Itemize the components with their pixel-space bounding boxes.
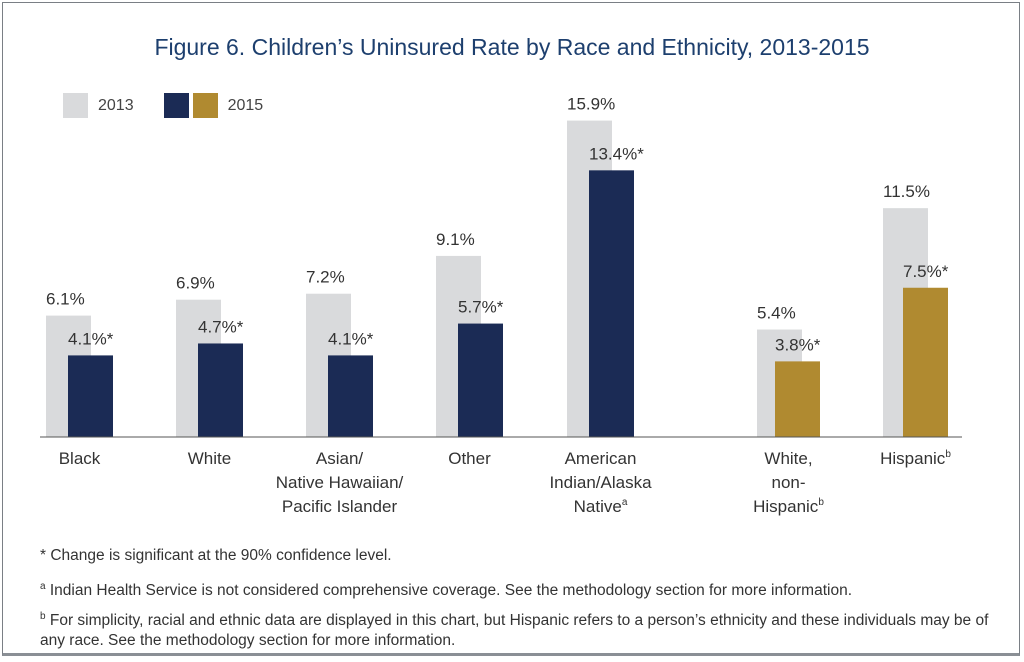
bar-2015: [775, 361, 820, 437]
data-label-2013: 11.5%: [883, 182, 930, 201]
chart-title: Figure 6. Children’s Uninsured Rate by R…: [154, 34, 870, 60]
category-label: non-: [771, 473, 805, 492]
category-label: Native Hawaiian/: [276, 473, 404, 492]
bar-2015: [589, 170, 634, 437]
data-label-2015: 7.5%*: [903, 262, 949, 281]
category-label: Nativea: [574, 497, 628, 516]
data-label-2015: 3.8%*: [775, 335, 821, 354]
bar-2015: [458, 323, 503, 437]
bar-2015: [328, 355, 373, 437]
category-label: Hispanicb: [880, 449, 951, 468]
data-label-2013: 15.9%: [567, 95, 615, 114]
legend-label-2015: 2015: [227, 96, 264, 114]
bar-2015: [68, 355, 113, 437]
category-label: Indian/Alaska: [549, 473, 652, 492]
legend-swatch-2015-race: [163, 93, 189, 118]
legend: 2013 2015: [63, 93, 263, 118]
bar-2015: [198, 343, 243, 437]
legend-swatch-2013: [63, 93, 88, 118]
data-label-2015: 4.1%*: [328, 329, 374, 348]
category-label: Black: [59, 449, 101, 468]
data-label-2015: 4.1%*: [68, 329, 114, 348]
footnote-significance: * Change is significant at the 90% confi…: [40, 547, 392, 564]
footnote-b: b For simplicity, racial and ethnic data…: [40, 611, 989, 650]
data-label-2013: 5.4%: [757, 304, 796, 323]
category-label: American: [565, 449, 637, 468]
category-label: White: [188, 449, 231, 468]
category-label: White,: [764, 449, 812, 468]
legend-label-2013: 2013: [98, 96, 134, 114]
legend-swatch-2015-ethnicity: [192, 93, 218, 118]
data-label-2013: 6.9%: [176, 274, 215, 293]
data-label-2015: 4.7%*: [198, 317, 244, 336]
category-label: Hispanicb: [753, 497, 824, 516]
data-label-2013: 6.1%: [46, 290, 85, 309]
data-label-2013: 9.1%: [436, 230, 475, 249]
data-label-2015: 5.7%*: [458, 298, 504, 317]
category-label: Asian/: [316, 449, 364, 468]
category-label: Pacific Islander: [282, 497, 398, 516]
category-label: Other: [448, 449, 491, 468]
data-label-2015: 13.4%*: [589, 144, 644, 163]
footnote-a: a Indian Health Service is not considere…: [40, 581, 853, 600]
data-label-2013: 7.2%: [306, 268, 345, 287]
bar-2015: [903, 287, 948, 437]
